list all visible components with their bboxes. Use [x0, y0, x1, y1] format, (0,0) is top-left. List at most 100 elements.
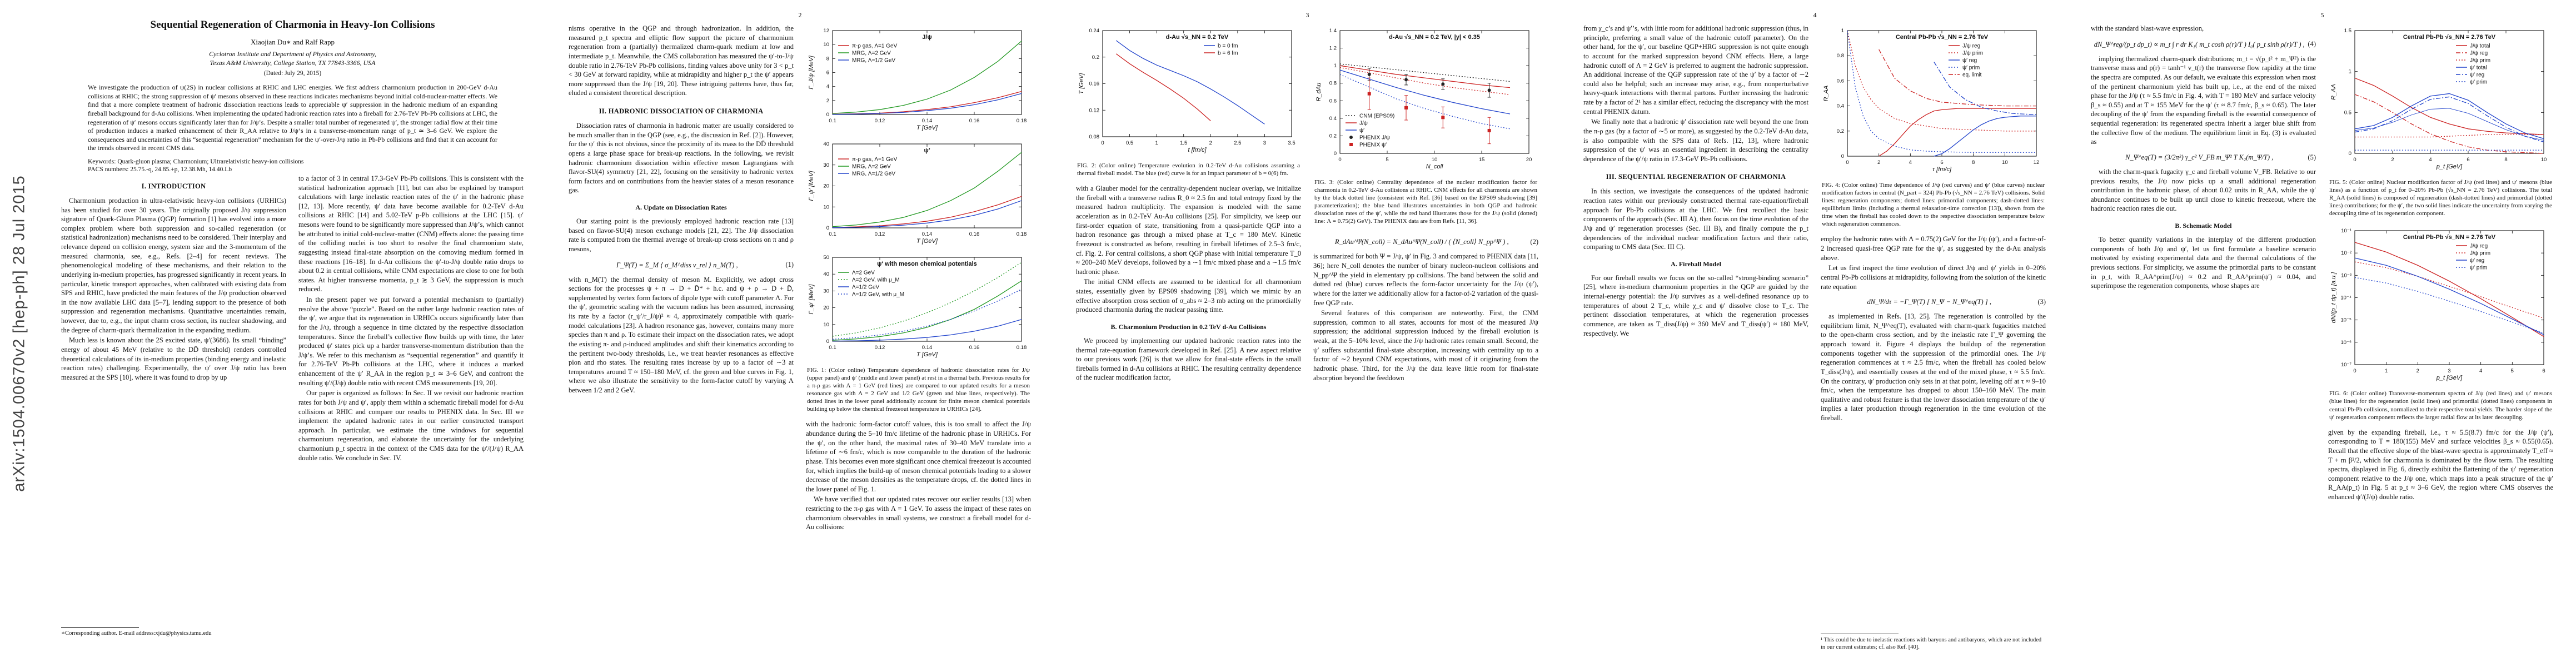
svg-text:10: 10	[1432, 157, 1438, 163]
svg-text:0: 0	[1841, 153, 1844, 160]
paragraph: with the standard blast-wave expression,	[2091, 24, 2204, 32]
page-4: 4 from χ_c’s and ψ′’s, with little room …	[1561, 0, 2069, 667]
svg-text:1: 1	[1841, 28, 1844, 34]
paragraph: employ the hadronic rates with Λ = 0.75(…	[1821, 235, 2046, 262]
paragraph: from χ_c’s and ψ′’s, with little room fo…	[1583, 24, 1808, 116]
paragraph: to a factor of 3 in central 17.3-GeV Pb-…	[298, 174, 524, 293]
svg-text:π-ρ gas, Λ=1 GeV: π-ρ gas, Λ=1 GeV	[852, 157, 898, 163]
svg-text:eq. limit: eq. limit	[1962, 72, 1982, 78]
svg-text:1: 1	[1155, 140, 1158, 146]
page-1-columns: I. INTRODUCTION Charmonium production in …	[61, 174, 524, 644]
equation-body: R_dAu^Ψ(N_coll) = N_dAu^Ψ(N_coll) / ( ⟨N…	[1334, 238, 1509, 246]
pacs-line: PACS numbers: 25.75.-q, 24.85.+p, 12.38.…	[88, 166, 232, 173]
svg-text:40: 40	[823, 271, 829, 277]
svg-text:0: 0	[826, 339, 829, 345]
svg-text:0: 0	[826, 112, 829, 118]
svg-text:0.2: 0.2	[1329, 133, 1337, 139]
svg-text:0: 0	[2353, 368, 2356, 374]
authors-line: Xiaojian Du∗ and Ralf Rapp	[250, 38, 335, 46]
arxiv-stamp: arXiv:1504.00670v2 [hep-ph] 28 Jul 2015	[10, 175, 28, 492]
page-3-column-right: 0 5 10 15 20 0 0.2 0.4 0.6 0.8 1 1.2 1.4 N_coll R_dAu d…	[1313, 24, 1538, 658]
svg-text:MRG, Λ=2 GeV: MRG, Λ=2 GeV	[852, 164, 891, 170]
svg-text:J/ψ prim: J/ψ prim	[2470, 251, 2490, 257]
figure-caption: FIG. 1: (Color online) Temperature depen…	[807, 367, 1030, 413]
figure-fig2: 0 0.5 1 1.5 2 2.5 3 3.5 0.08 0.12 0.16 0.2 0.24 t [fm…	[1076, 25, 1301, 158]
svg-text:T [GeV]: T [GeV]	[916, 351, 938, 358]
date-line: (Dated: July 29, 2015)	[263, 70, 322, 77]
svg-text:10⁻³: 10⁻³	[2341, 273, 2351, 279]
svg-text:10⁻²: 10⁻²	[2341, 251, 2351, 257]
svg-text:2: 2	[1877, 160, 1880, 166]
footnote: ∗Corresponding author. E-mail address:xj…	[61, 626, 286, 644]
paragraph: given by the expanding fireball, i.e., τ…	[2328, 428, 2553, 501]
figure-fig1a: 0.1 0.12 0.14 0.16 0.18 0 2 4 6 8 10 12 T [GeV] Γ_J/ψ…	[806, 25, 1031, 136]
page-number: 5	[2320, 11, 2324, 19]
equation-body: dN_Ψ^reg/(p_t dp_t) ∝ m_t ∫ r dr K₁( m_t…	[2094, 40, 2305, 48]
page-number: 4	[1813, 11, 1817, 19]
svg-text:π-ρ gas, Λ=1 GeV: π-ρ gas, Λ=1 GeV	[852, 43, 898, 49]
paragraph: with the hadronic form-factor cutoff val…	[806, 420, 1031, 493]
figure-caption: FIG. 3: (Color online) Centrality depend…	[1314, 179, 1537, 225]
svg-text:J/ψ prim: J/ψ prim	[1962, 51, 1983, 57]
page-2: 2 nisms operative in the QGP and through…	[546, 0, 1054, 667]
svg-text:1: 1	[1334, 63, 1337, 69]
paragraph: We have verified that our updated rates …	[806, 495, 1031, 531]
svg-text:ψ′ reg: ψ′ reg	[2470, 258, 2484, 264]
fig3-chart: 0 5 10 15 20 0 0.2 0.4 0.6 0.8 1 1.2 1.4 N_coll R_dAu d…	[1316, 28, 1532, 170]
paragraph: with n_M(T) the thermal density of meson…	[569, 275, 794, 395]
svg-text:0.08: 0.08	[1089, 134, 1100, 140]
svg-text:1.4: 1.4	[1329, 28, 1337, 34]
svg-text:30: 30	[823, 288, 829, 294]
svg-text:20: 20	[1526, 157, 1532, 163]
svg-text:10: 10	[2541, 157, 2547, 163]
svg-text:10: 10	[823, 322, 829, 328]
svg-text:0.8: 0.8	[1837, 53, 1844, 59]
svg-text:10⁻¹: 10⁻¹	[2341, 228, 2351, 234]
fig4-chart: 0 2 4 6 8 10 12 0 0.2 0.4 0.6 0.8 1 τ [fm/c] R_AA Centr…	[1823, 28, 2039, 173]
figure-fig3: 0 5 10 15 20 0 0.2 0.4 0.6 0.8 1 1.2 1.4 N_coll R_dAu d…	[1313, 25, 1538, 175]
svg-text:Λ=1/2 GeV: Λ=1/2 GeV	[852, 285, 880, 291]
paragraph: is summarized for both Ψ = J/ψ, ψ′ in Fi…	[1313, 252, 1538, 307]
affiliation-line2: Texas A&M University, College Station, T…	[210, 58, 376, 67]
abstract: We investigate the production of ψ(2S) i…	[88, 83, 497, 152]
page-5-column-right: 0 2 4 6 8 10 0 0.5 1 1.5 p_t [GeV] R_AA Central Pb-P…	[2328, 24, 2553, 658]
svg-text:10⁻⁷: 10⁻⁷	[2341, 362, 2352, 368]
paragraph: Dissociation rates of charmonia in hadro…	[569, 122, 794, 195]
svg-text:ψ′ prim: ψ′ prim	[1962, 65, 1980, 71]
svg-text:PHENIX J/ψ: PHENIX J/ψ	[1359, 135, 1390, 141]
page-5-column-left: with the standard blast-wave expression,…	[2091, 24, 2316, 658]
paragraph: as implemented in Refs. [13, 25]. The re…	[1821, 312, 2046, 422]
svg-text:0.16: 0.16	[1089, 81, 1100, 87]
svg-text:Λ=2 GeV, with μ_M: Λ=2 GeV, with μ_M	[852, 277, 900, 283]
svg-text:30: 30	[823, 162, 829, 168]
svg-text:t [fm/c]: t [fm/c]	[1188, 147, 1207, 153]
svg-text:10⁻⁵: 10⁻⁵	[2340, 317, 2351, 323]
svg-text:0.2: 0.2	[1092, 54, 1099, 61]
fig1a-chart: 0.1 0.12 0.14 0.16 0.18 0 2 4 6 8 10 12 T [GeV] Γ_J/ψ…	[808, 28, 1027, 131]
page-3-columns: 0 0.5 1 1.5 2 2.5 3 3.5 0.08 0.12 0.16 0.2 0.24 t [fm…	[1076, 24, 1539, 658]
svg-text:d-Au √s_NN = 0.2 TeV: d-Au √s_NN = 0.2 TeV	[1166, 34, 1229, 41]
svg-text:MRG, Λ=2 GeV: MRG, Λ=2 GeV	[852, 51, 891, 57]
footnote-text: ¹ This could be due to inelastic reactio…	[1821, 636, 2042, 650]
svg-text:6: 6	[1940, 160, 1943, 166]
footnote-rule	[61, 626, 139, 628]
svg-text:0.12: 0.12	[875, 345, 885, 351]
svg-text:10: 10	[823, 42, 829, 48]
svg-text:ψ′ reg: ψ′ reg	[1962, 58, 1977, 64]
svg-text:0.8: 0.8	[1329, 81, 1337, 87]
page-3: 3 0 0.5 1 1.5 2 2.5 3 3.5 0.08 0.12 0.16 0.2 0.24 t […	[1054, 0, 1561, 667]
svg-text:8: 8	[2504, 157, 2507, 163]
svg-text:3.5: 3.5	[1288, 140, 1295, 146]
paper-title: Sequential Regeneration of Charmonia in …	[150, 19, 435, 31]
svg-text:4: 4	[2429, 157, 2431, 163]
svg-text:0: 0	[1101, 140, 1104, 146]
svg-text:2: 2	[2391, 157, 2394, 163]
svg-text:Γ_ψ′ [MeV]: Γ_ψ′ [MeV]	[808, 283, 815, 314]
svg-text:ψ′: ψ′	[924, 147, 930, 154]
page-4-column-left: from χ_c’s and ψ′’s, with little room fo…	[1583, 24, 1808, 658]
equation-number: (5)	[2308, 153, 2316, 161]
figure-caption: FIG. 5: (Color online) Nuclear modificat…	[2329, 179, 2552, 217]
equation: dN_Ψ^reg/(p_t dp_t) ∝ m_t ∫ r dr K₁( m_t…	[2091, 40, 2316, 49]
svg-text:J/ψ: J/ψ	[1359, 121, 1368, 127]
